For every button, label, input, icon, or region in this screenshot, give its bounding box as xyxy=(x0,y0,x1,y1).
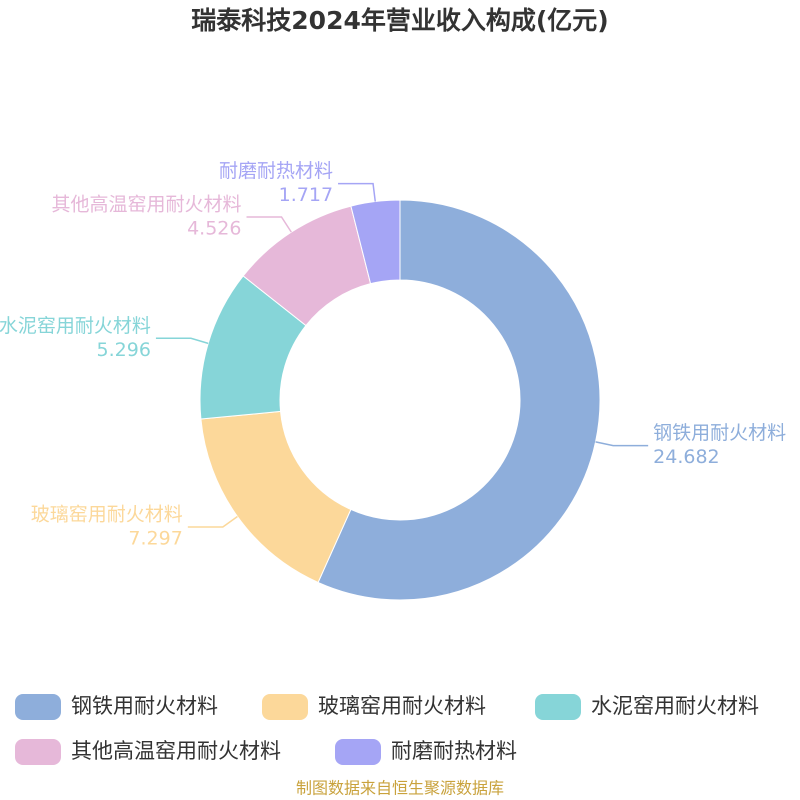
slice-label: 水泥窑用耐火材料 xyxy=(0,315,151,337)
legend-label: 水泥窑用耐火材料 xyxy=(591,694,759,718)
legend-swatch xyxy=(535,694,581,720)
source: 制图数据来自恒生聚源数据库 xyxy=(296,779,504,798)
slice-value: 24.682 xyxy=(653,446,719,468)
legend-label: 玻璃窑用耐火材料 xyxy=(318,694,486,718)
legend-label: 其他高温窑用耐火材料 xyxy=(71,739,281,763)
slice-value: 4.526 xyxy=(187,218,241,240)
slice-value: 1.717 xyxy=(279,184,333,206)
donut-slice xyxy=(350,199,401,285)
slice-label: 玻璃窑用耐火材料 xyxy=(31,504,183,526)
slice-label: 耐磨耐热材料 xyxy=(219,160,333,182)
legend-swatch xyxy=(262,694,308,720)
leader-line xyxy=(187,515,238,528)
slice-label: 其他高温窑用耐火材料 xyxy=(51,194,241,216)
legend-swatch xyxy=(15,694,61,720)
legend-label: 钢铁用耐火材料 xyxy=(71,694,218,718)
legend-label: 耐磨耐热材料 xyxy=(391,739,517,763)
leader-line xyxy=(595,441,649,447)
leader-line xyxy=(246,216,292,233)
donut-slice xyxy=(317,199,601,601)
slice-label: 钢铁用耐火材料 xyxy=(653,422,786,444)
donut-slice xyxy=(200,410,352,584)
leader-line xyxy=(338,182,377,202)
slice-value: 5.296 xyxy=(97,339,151,361)
slice-value: 7.297 xyxy=(128,528,182,550)
legend-swatch xyxy=(335,739,381,765)
chart-title: 瑞泰科技2024年营业收入构成(亿元) xyxy=(191,6,608,35)
leader-line xyxy=(155,337,209,345)
legend-swatch xyxy=(15,739,61,765)
